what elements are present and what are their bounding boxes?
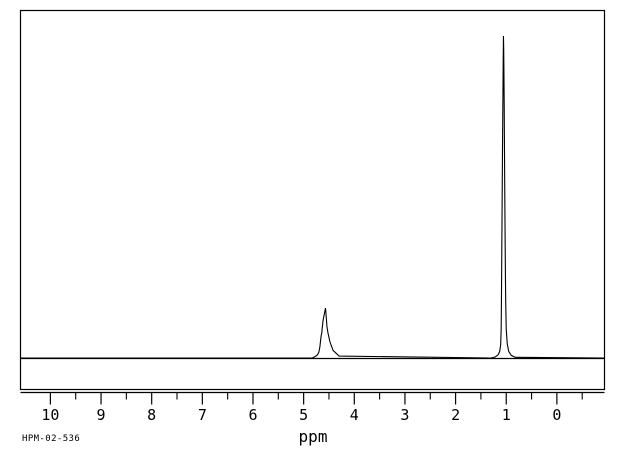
axis-ticks bbox=[49, 392, 583, 405]
axis-tick-label-5: 5 bbox=[299, 406, 308, 424]
axis-tick-label-2: 2 bbox=[451, 406, 460, 424]
sample-id-label: HPM-02-536 bbox=[22, 434, 80, 444]
axis-tick-label-0: 0 bbox=[552, 406, 561, 424]
axis-tick-label-1: 1 bbox=[502, 406, 511, 424]
axis-tick-label-10: 10 bbox=[41, 406, 59, 424]
axis-tick-label-3: 3 bbox=[400, 406, 409, 424]
axis-tick-label-6: 6 bbox=[248, 406, 257, 424]
axis-tick-labels: 10 9 8 7 6 5 4 3 2 1 0 bbox=[41, 406, 561, 424]
axis-tick-label-7: 7 bbox=[198, 406, 207, 424]
spectrum-trace bbox=[20, 35, 606, 359]
axis-tick-label-8: 8 bbox=[147, 406, 156, 424]
axis-tick-label-4: 4 bbox=[350, 406, 359, 424]
trace-path bbox=[20, 35, 606, 359]
axis-tick-label-9: 9 bbox=[97, 406, 106, 424]
axis-title-ppm: ppm bbox=[299, 427, 328, 446]
plot-frame bbox=[19, 9, 606, 391]
plot-frame-rect bbox=[19, 9, 606, 391]
